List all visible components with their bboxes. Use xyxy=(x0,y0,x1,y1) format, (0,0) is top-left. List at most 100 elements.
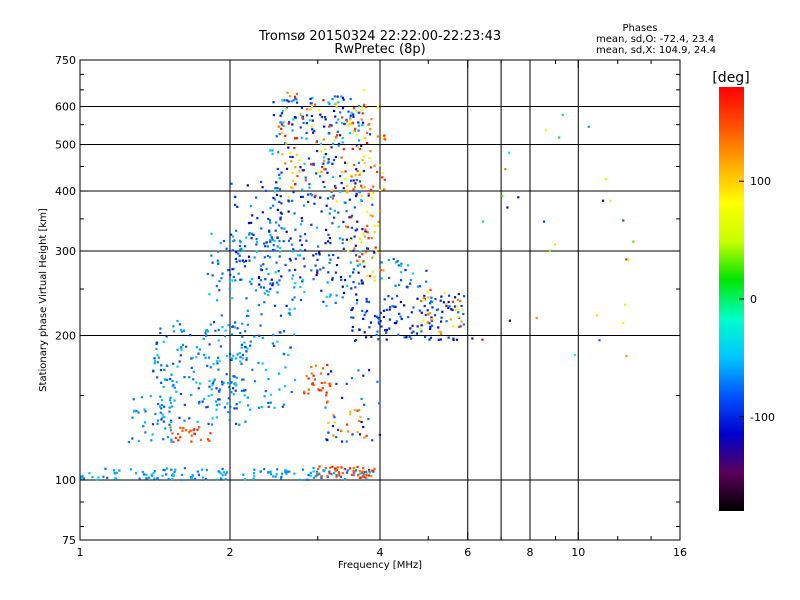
data-point xyxy=(397,264,400,267)
data-point xyxy=(237,252,240,255)
data-point xyxy=(104,467,107,470)
data-point xyxy=(273,406,276,409)
data-point xyxy=(327,158,330,161)
data-point xyxy=(171,379,174,383)
data-point xyxy=(428,338,431,341)
data-point xyxy=(225,471,229,474)
data-point xyxy=(246,309,249,312)
data-point xyxy=(287,122,290,125)
data-point xyxy=(310,372,313,375)
data-point xyxy=(215,416,218,419)
data-point xyxy=(192,429,195,432)
data-point xyxy=(460,304,463,308)
data-point xyxy=(227,269,230,272)
data-point xyxy=(349,275,352,278)
data-point xyxy=(216,299,219,302)
data-point xyxy=(275,135,278,138)
data-point xyxy=(309,474,312,477)
data-point xyxy=(376,380,379,383)
data-point xyxy=(163,368,166,371)
data-point xyxy=(281,99,284,102)
data-point xyxy=(339,175,342,178)
data-point xyxy=(341,396,344,399)
data-point xyxy=(133,409,136,412)
data-point xyxy=(356,264,359,267)
data-point xyxy=(363,265,366,268)
data-point xyxy=(292,99,295,102)
data-point xyxy=(230,182,233,185)
data-point xyxy=(180,473,183,476)
data-point xyxy=(359,472,362,475)
data-point xyxy=(291,129,294,132)
data-point xyxy=(363,331,366,334)
data-point xyxy=(162,340,165,343)
data-point xyxy=(358,190,361,194)
data-point xyxy=(422,296,425,299)
data-point xyxy=(239,356,242,359)
data-point xyxy=(358,282,361,285)
data-point xyxy=(170,438,173,441)
data-point xyxy=(210,394,213,397)
data-point xyxy=(298,170,301,173)
data-point xyxy=(169,396,172,399)
data-point xyxy=(433,314,437,317)
data-point xyxy=(269,401,272,404)
data-point xyxy=(358,255,361,258)
data-point xyxy=(132,398,135,401)
data-point xyxy=(362,232,365,236)
data-point xyxy=(279,477,283,480)
data-point xyxy=(295,153,299,156)
data-point xyxy=(228,378,232,381)
data-point xyxy=(262,263,265,266)
data-point xyxy=(457,311,460,314)
x-axis-label: Frequency [MHz] xyxy=(338,560,422,571)
data-point xyxy=(212,321,216,324)
data-point xyxy=(215,285,218,288)
data-point xyxy=(153,470,156,473)
data-point xyxy=(97,476,100,479)
data-point xyxy=(337,144,340,147)
data-point xyxy=(176,319,179,323)
data-point xyxy=(370,196,373,200)
data-point xyxy=(279,216,282,219)
data-point xyxy=(287,353,290,357)
data-point xyxy=(273,344,276,347)
data-point xyxy=(246,314,249,317)
data-point xyxy=(350,473,353,476)
data-point xyxy=(331,424,335,428)
data-point xyxy=(173,399,176,402)
data-point xyxy=(336,130,339,133)
data-point xyxy=(290,390,293,394)
data-point xyxy=(379,188,382,192)
data-point xyxy=(358,139,361,142)
data-point xyxy=(622,321,625,325)
data-point xyxy=(336,134,339,137)
data-point xyxy=(170,405,174,408)
data-point xyxy=(383,187,386,191)
data-point xyxy=(245,350,248,353)
data-point xyxy=(266,245,269,248)
data-point xyxy=(238,239,241,242)
data-point xyxy=(383,298,386,301)
data-point xyxy=(212,363,215,366)
data-point xyxy=(304,179,307,182)
data-point xyxy=(263,242,266,245)
data-point xyxy=(318,389,321,392)
data-point xyxy=(325,391,328,394)
data-point xyxy=(342,187,345,190)
data-point xyxy=(346,120,349,123)
data-point xyxy=(170,373,173,376)
data-point xyxy=(364,230,367,233)
data-point xyxy=(354,174,357,177)
data-point xyxy=(232,239,235,243)
data-point xyxy=(236,327,239,330)
data-point xyxy=(335,121,338,124)
data-point xyxy=(280,475,283,478)
data-point xyxy=(299,223,302,226)
data-point xyxy=(276,281,279,284)
data-point xyxy=(228,418,231,421)
data-point xyxy=(542,220,546,223)
data-point xyxy=(102,475,105,478)
data-point xyxy=(161,416,164,419)
